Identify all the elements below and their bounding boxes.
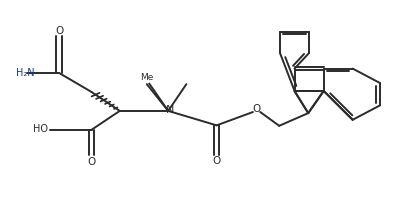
Text: O: O xyxy=(213,156,221,166)
Text: O: O xyxy=(252,104,260,114)
Text: O: O xyxy=(55,26,63,36)
Text: H₂N: H₂N xyxy=(16,68,35,78)
Text: HO: HO xyxy=(33,124,48,134)
Text: Me: Me xyxy=(141,73,154,82)
Text: N: N xyxy=(166,105,175,115)
Text: O: O xyxy=(87,157,96,167)
